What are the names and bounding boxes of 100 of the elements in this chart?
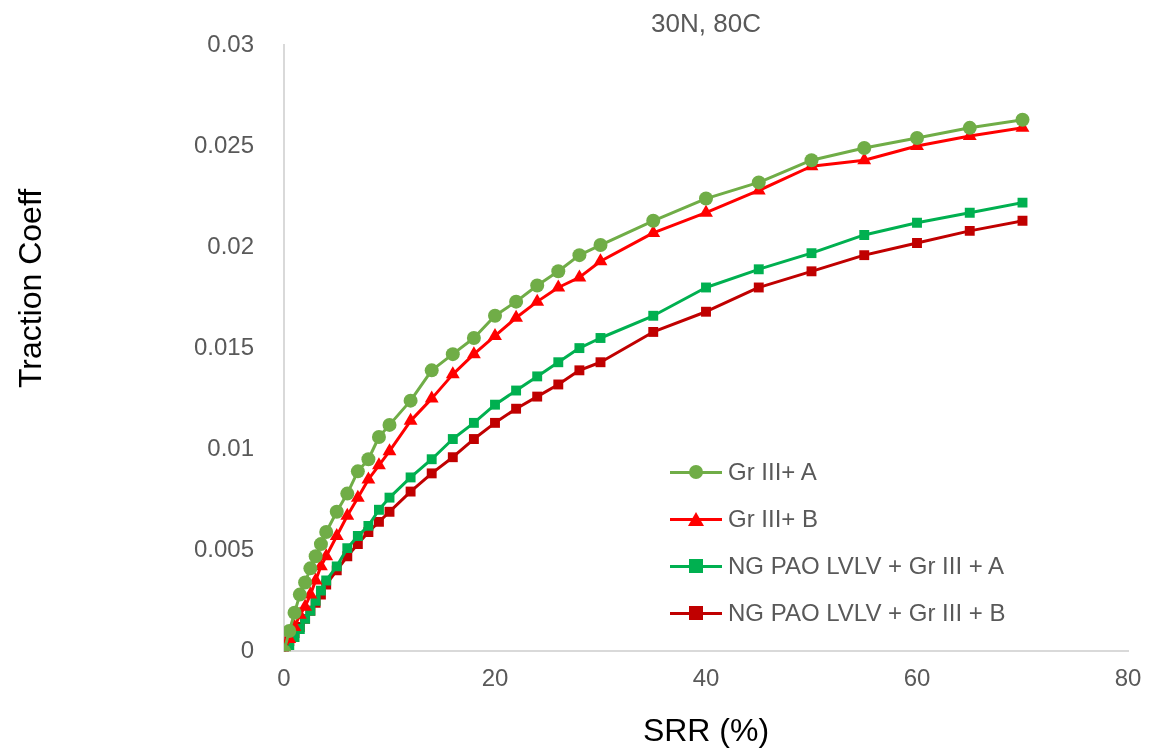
point (595, 357, 606, 368)
point (572, 248, 587, 263)
point (530, 278, 545, 293)
point (964, 207, 975, 218)
point (532, 391, 543, 402)
point (466, 346, 481, 359)
point (1017, 197, 1028, 208)
point (509, 309, 524, 322)
y-tick-label: 0.005 (193, 534, 254, 562)
point (319, 524, 334, 539)
chart-title: 30N, 80C (650, 8, 762, 39)
point (1015, 112, 1030, 127)
point (701, 282, 711, 293)
point (488, 308, 502, 323)
point (593, 253, 608, 266)
point (382, 443, 397, 456)
point (551, 279, 566, 292)
point (910, 130, 924, 145)
point (574, 343, 585, 354)
legend-label: NG PAO LVLV + Gr III + B (728, 598, 1006, 627)
point (403, 393, 418, 408)
point (350, 489, 365, 502)
point (342, 543, 353, 554)
point (511, 385, 522, 396)
point (466, 331, 481, 345)
point (553, 379, 564, 390)
point (699, 204, 713, 217)
point (804, 153, 819, 168)
point (857, 152, 872, 165)
point (447, 434, 458, 444)
point (298, 598, 313, 611)
x-tick-label: 0 (277, 664, 291, 692)
y-axis-title: Traction Coeff (11, 187, 49, 391)
point (424, 390, 439, 403)
point (490, 399, 500, 410)
point (405, 486, 416, 497)
point (1017, 215, 1028, 226)
point (964, 225, 975, 236)
point (912, 217, 922, 228)
point (468, 417, 479, 428)
point (551, 264, 566, 279)
point (751, 175, 766, 190)
y-tick-label: 0.02 (207, 231, 254, 259)
x-axis-title: SRR (%) (641, 712, 771, 749)
point (403, 412, 418, 425)
point (361, 452, 376, 467)
point (699, 191, 713, 206)
point (424, 363, 439, 378)
point (331, 561, 342, 572)
legend-label: Gr III+ B (728, 504, 819, 533)
point (509, 294, 524, 309)
y-tick-label: 0.015 (193, 332, 254, 360)
point (350, 464, 365, 479)
point (857, 141, 872, 156)
point (447, 452, 458, 463)
point (405, 472, 416, 483)
legend-label: NG PAO LVLV + Gr III + A (728, 551, 1005, 580)
point (648, 310, 659, 321)
point (315, 585, 326, 596)
point (753, 264, 764, 275)
point (372, 457, 386, 470)
point (361, 471, 376, 484)
point (646, 213, 661, 228)
point (340, 507, 355, 520)
point (912, 238, 922, 248)
point (384, 492, 395, 503)
legend-label: Gr III+ A (728, 457, 817, 486)
point (329, 504, 344, 519)
y-tick-label: 0.01 (207, 433, 254, 461)
point (574, 365, 585, 376)
point (753, 282, 764, 293)
y-tick-label: 0.03 (207, 29, 254, 57)
point (572, 269, 587, 282)
x-tick-label: 60 (903, 664, 931, 692)
point (321, 575, 332, 586)
point (426, 454, 437, 465)
x-tick-label: 80 (1114, 664, 1142, 692)
point (648, 326, 659, 337)
point (371, 430, 386, 445)
point (445, 347, 460, 362)
x-tick-label: 40 (692, 664, 720, 692)
point (298, 575, 313, 590)
point (806, 248, 817, 259)
point (284, 623, 297, 638)
x-tick-label: 20 (481, 664, 509, 692)
point (859, 229, 870, 240)
point (488, 327, 502, 340)
point (287, 605, 302, 620)
point (329, 528, 344, 541)
point (701, 306, 711, 317)
point (374, 516, 384, 527)
point (382, 417, 397, 432)
point (511, 403, 522, 414)
point (445, 366, 460, 379)
y-tick-label: 0.025 (193, 130, 254, 158)
point (340, 486, 355, 501)
point (490, 417, 500, 428)
point (962, 120, 977, 135)
point (593, 238, 608, 253)
point (553, 357, 564, 368)
